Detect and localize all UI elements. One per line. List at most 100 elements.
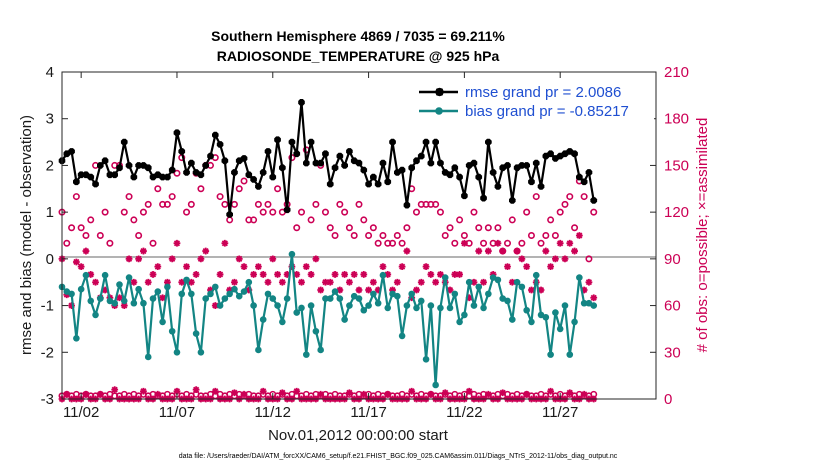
bias-point xyxy=(566,351,574,358)
possible-obs-marker xyxy=(120,208,128,216)
possible-obs-marker xyxy=(63,239,71,247)
assimilated-obs-marker xyxy=(293,271,301,278)
bias-point xyxy=(197,348,205,356)
rmse-point xyxy=(159,173,166,181)
possible-obs-marker xyxy=(532,193,540,201)
rmse-point xyxy=(374,180,382,188)
assimilated-obs-marker xyxy=(135,255,143,263)
rmse-point xyxy=(101,157,109,165)
bias-point xyxy=(130,299,138,307)
assimilated-obs-marker xyxy=(187,278,195,286)
rmse-point xyxy=(68,148,75,155)
bias-point xyxy=(355,295,363,302)
possible-obs-marker xyxy=(436,208,444,216)
rmse-point xyxy=(523,162,530,169)
possible-obs-marker xyxy=(537,239,545,247)
rmse-point xyxy=(475,173,483,181)
possible-obs-marker xyxy=(82,232,90,240)
bias-point xyxy=(556,325,564,333)
possible-obs-marker xyxy=(484,224,492,232)
rmse-point xyxy=(298,99,305,106)
possible-obs-marker xyxy=(403,224,411,232)
rmse-point xyxy=(576,173,583,181)
possible-obs-marker xyxy=(360,216,368,224)
rmse-point xyxy=(580,178,588,186)
bias-point xyxy=(432,381,439,389)
bias-point xyxy=(97,295,104,302)
assimilated-obs-marker xyxy=(398,263,406,271)
rmse-point xyxy=(422,138,430,146)
assimilated-obs-marker xyxy=(508,278,516,286)
assimilated-obs-marker xyxy=(226,286,234,294)
legend-box xyxy=(414,80,654,122)
bias-point xyxy=(149,295,157,302)
possible-obs-marker xyxy=(369,224,377,232)
assimilated-obs-marker xyxy=(159,294,166,302)
y-axis-label-left: rmse and bias (model - observation) xyxy=(18,115,35,355)
bias-point xyxy=(221,295,229,302)
y-tick-label-right: 150 xyxy=(664,157,689,174)
possible-obs-marker xyxy=(250,216,258,224)
possible-obs-marker xyxy=(139,208,147,216)
rmse-point xyxy=(178,148,186,155)
assimilated-obs-marker xyxy=(264,278,272,286)
bias-point xyxy=(508,316,516,323)
rmse-point xyxy=(144,164,152,172)
bias-point xyxy=(580,299,588,307)
x-tick-label: 11/12 xyxy=(255,404,291,421)
bias-point xyxy=(331,288,339,295)
assimilated-obs-marker xyxy=(269,255,277,263)
possible-obs-marker xyxy=(580,193,588,201)
assimilated-obs-marker xyxy=(542,247,550,255)
assimilated-obs-marker xyxy=(278,389,286,397)
bias-point xyxy=(513,278,521,286)
assimilated-obs-marker xyxy=(298,278,305,286)
possible-obs-marker xyxy=(470,208,478,216)
bias-point xyxy=(336,295,344,302)
rmse-point xyxy=(326,180,334,188)
assimilated-obs-marker xyxy=(360,390,368,398)
assimilated-obs-marker xyxy=(547,263,555,271)
rmse-point xyxy=(403,201,411,209)
bias-point xyxy=(216,302,224,309)
assimilated-obs-marker xyxy=(72,258,80,266)
possible-obs-marker xyxy=(259,208,267,216)
possible-obs-marker xyxy=(350,232,358,240)
assimilated-obs-marker xyxy=(518,255,526,263)
bias-point xyxy=(394,292,401,300)
bias-point xyxy=(111,299,118,307)
rmse-point xyxy=(427,159,435,167)
bias-point xyxy=(125,274,133,281)
assimilated-obs-marker xyxy=(235,255,243,263)
bias-point xyxy=(255,346,262,354)
possible-obs-marker xyxy=(87,216,95,224)
rmse-point xyxy=(437,159,444,167)
assimilated-obs-marker xyxy=(566,389,574,397)
assimilated-obs-marker xyxy=(250,271,258,278)
assimilated-obs-marker xyxy=(465,387,473,395)
rmse-point xyxy=(303,159,310,167)
assimilated-obs-marker xyxy=(513,247,521,255)
y-tick-label-left: 1 xyxy=(46,204,54,221)
rmse-point xyxy=(231,169,238,176)
rmse-point xyxy=(173,129,181,137)
assimilated-obs-marker xyxy=(259,271,267,278)
possible-obs-marker xyxy=(101,208,109,216)
bias-point xyxy=(240,288,248,295)
bias-point xyxy=(207,290,214,298)
assimilated-obs-marker xyxy=(451,271,459,278)
bias-point xyxy=(245,278,253,286)
rmse-point xyxy=(470,159,478,167)
rmse-point xyxy=(283,206,291,214)
rmse-point xyxy=(135,162,142,169)
rmse-point xyxy=(212,131,219,139)
bias-point xyxy=(552,309,559,316)
assimilated-obs-marker xyxy=(585,278,593,286)
possible-obs-marker xyxy=(72,193,80,201)
possible-obs-marker xyxy=(336,200,344,208)
x-tick-label: 11/27 xyxy=(542,404,578,421)
possible-obs-marker xyxy=(432,200,440,208)
assimilated-obs-marker xyxy=(499,247,507,255)
bias-point xyxy=(485,290,492,298)
